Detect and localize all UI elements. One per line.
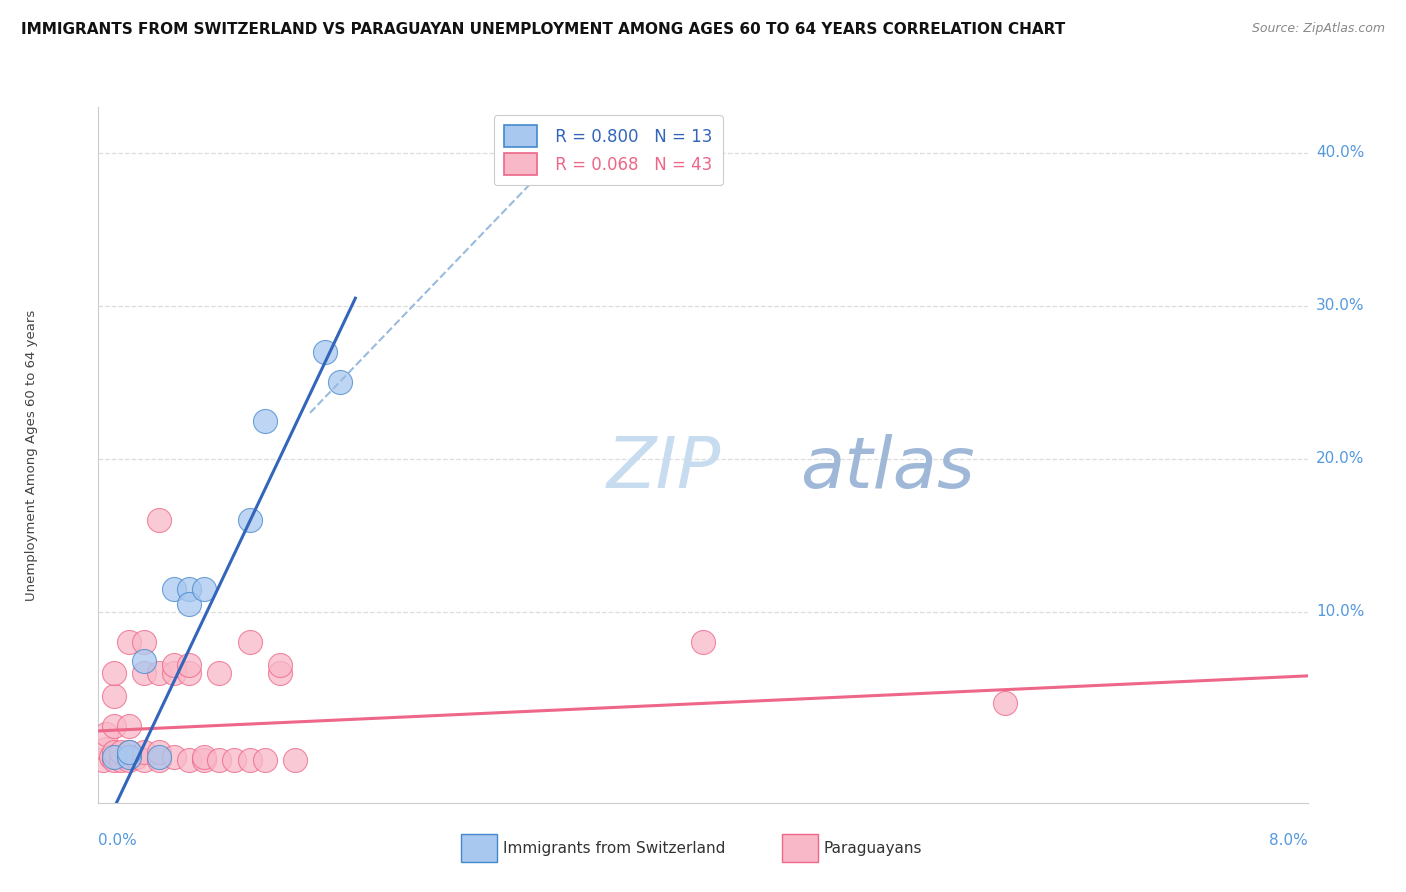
Point [118,635,141,649]
Point [314,344,336,359]
Point [148,750,170,764]
Legend:  R = 0.800   N = 13,  R = 0.068   N = 43: R = 0.800 N = 13, R = 0.068 N = 43 [494,115,723,185]
Point [132,753,155,767]
Point [94,727,117,741]
Point [118,719,141,733]
Point [692,635,714,649]
Text: ZIP: ZIP [606,434,721,503]
Point [132,635,155,649]
FancyBboxPatch shape [461,834,498,862]
Point [148,753,170,767]
Point [103,750,125,764]
Point [100,750,122,764]
FancyBboxPatch shape [782,834,818,862]
Point [103,665,125,680]
Point [118,753,141,767]
Point [118,750,141,764]
Point [193,753,215,767]
Point [253,753,276,767]
Point [284,753,307,767]
Point [103,689,125,703]
Point [103,719,125,733]
Point [94,742,117,756]
Point [163,582,186,596]
Text: Paraguayans: Paraguayans [824,840,922,855]
Point [163,665,186,680]
Point [179,665,201,680]
Point [163,750,186,764]
Text: 20.0%: 20.0% [1316,451,1364,467]
Point [179,582,201,596]
Point [132,665,155,680]
Text: Source: ZipAtlas.com: Source: ZipAtlas.com [1251,22,1385,36]
Point [132,654,155,668]
Point [110,753,132,767]
Point [179,753,201,767]
Text: 30.0%: 30.0% [1316,298,1364,313]
Point [224,753,246,767]
Point [253,413,276,427]
Text: 8.0%: 8.0% [1268,833,1308,848]
Text: 40.0%: 40.0% [1316,145,1364,161]
Point [118,745,141,759]
Point [118,745,141,759]
Point [132,745,155,759]
Point [239,635,262,649]
Text: atlas: atlas [800,434,974,503]
Text: 0.0%: 0.0% [98,833,138,848]
Text: Unemployment Among Ages 60 to 64 years: Unemployment Among Ages 60 to 64 years [25,310,38,600]
Point [239,513,262,527]
Text: 10.0%: 10.0% [1316,604,1364,619]
Point [239,753,262,767]
Point [91,753,114,767]
Point [269,658,291,673]
Text: Immigrants from Switzerland: Immigrants from Switzerland [503,840,725,855]
Text: IMMIGRANTS FROM SWITZERLAND VS PARAGUAYAN UNEMPLOYMENT AMONG AGES 60 TO 64 YEARS: IMMIGRANTS FROM SWITZERLAND VS PARAGUAYA… [21,22,1066,37]
Point [208,753,231,767]
Point [125,750,148,764]
Point [103,745,125,759]
Point [179,658,201,673]
Point [163,658,186,673]
Point [208,665,231,680]
Point [193,750,215,764]
Point [148,513,170,527]
Point [110,745,132,759]
Point [329,376,352,390]
Point [148,665,170,680]
Point [269,665,291,680]
Point [994,697,1017,711]
Point [179,597,201,611]
Point [148,745,170,759]
Point [193,582,215,596]
Point [103,753,125,767]
